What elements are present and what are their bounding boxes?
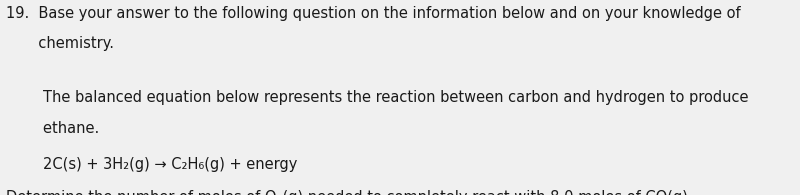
Text: Determine the number of moles of O₂(g) needed to completely react with 8.0 moles: Determine the number of moles of O₂(g) n… (6, 190, 693, 195)
Text: 2C(s) + 3H₂(g) → C₂H₆(g) + energy: 2C(s) + 3H₂(g) → C₂H₆(g) + energy (6, 157, 298, 172)
Text: The balanced equation below represents the reaction between carbon and hydrogen : The balanced equation below represents t… (6, 90, 749, 105)
Text: chemistry.: chemistry. (6, 36, 114, 51)
Text: ethane.: ethane. (6, 121, 100, 136)
Text: 19.  Base your answer to the following question on the information below and on : 19. Base your answer to the following qu… (6, 6, 741, 21)
